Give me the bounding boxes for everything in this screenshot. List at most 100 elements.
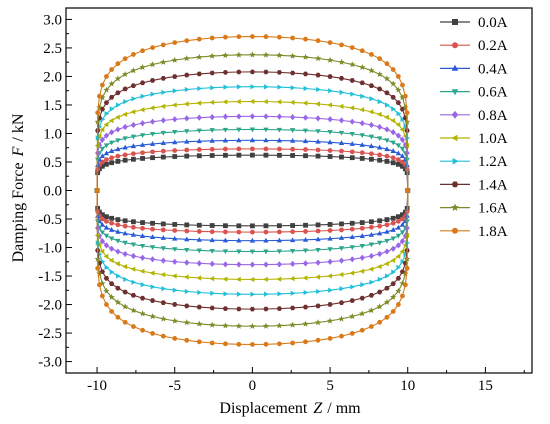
series-point-1.2A [150, 91, 156, 97]
series-point-1.4A [368, 293, 375, 298]
series-point-0.2A [209, 229, 215, 235]
series-point-1.2A [403, 124, 409, 130]
series-point-0.4A [359, 233, 365, 238]
y-tick-label: 2.5 [43, 41, 62, 57]
legend-label: 0.0A [478, 15, 508, 31]
series-point-0.2A [140, 225, 145, 231]
series-point-1.8A [315, 38, 321, 44]
legend-label: 0.4A [478, 61, 508, 77]
series-point-1.8A [223, 341, 228, 347]
series-point-1.2A [403, 251, 409, 257]
series-point-0.0A [115, 217, 121, 223]
series-point-0.6A [384, 238, 390, 244]
series-point-0.2A [315, 147, 321, 153]
series-point-0.4A [263, 137, 269, 143]
series-1.6A [93, 51, 411, 329]
series-point-0.2A [184, 228, 190, 234]
series-point-1.0A [183, 101, 189, 107]
series-point-0.0A [327, 154, 333, 159]
series-point-1.0A [130, 109, 136, 115]
series-point-1.4A [130, 83, 137, 88]
series-point-0.4A [160, 140, 166, 145]
x-tick-label: 10 [400, 378, 415, 394]
series-point-1.4A [184, 303, 190, 309]
series-point-1.8A [184, 38, 190, 44]
series-point-1.8A [223, 34, 228, 40]
series-point-0.4A [302, 236, 309, 242]
series-point-1.4A [249, 306, 256, 312]
series-point-0.8A [209, 260, 215, 268]
legend-label: 0.2A [478, 38, 508, 54]
series-point-0.2A [349, 149, 355, 155]
legend-entry-0.2A: 0.2A [440, 38, 508, 54]
series-point-0.2A [303, 147, 308, 152]
series-point-0.0A [172, 154, 178, 159]
series-point-0.4A [327, 235, 333, 241]
series-point-1.2A [303, 289, 309, 296]
series-point-1.0A [183, 274, 189, 280]
series-point-1.6A [395, 86, 402, 93]
series-point-1.0A [302, 100, 308, 106]
legend-label: 1.0A [478, 131, 508, 147]
series-point-0.8A [139, 120, 146, 127]
series-point-1.0A [289, 275, 295, 282]
series-point-0.8A [249, 261, 256, 268]
series-point-1.4A [338, 76, 345, 81]
series-point-0.6A [395, 233, 402, 239]
series-point-1.6A [171, 56, 178, 63]
series-point-0.8A [327, 116, 333, 123]
series-point-1.6A [160, 315, 167, 322]
series-point-1.6A [108, 293, 115, 300]
series-point-0.6A [149, 131, 156, 137]
series-point-1.6A [196, 320, 203, 327]
series-point-1.8A [290, 340, 296, 346]
series-point-0.2A [359, 150, 365, 156]
series-point-1.8A [140, 327, 145, 333]
series-0.2A [94, 146, 411, 235]
series-point-0.2A [104, 157, 109, 163]
series-point-0.0A [115, 158, 121, 164]
series-point-0.2A [377, 152, 383, 158]
series-point-0.6A [122, 240, 128, 246]
series-point-1.2A [377, 99, 383, 105]
series-point-1.6A [114, 75, 122, 82]
y-tick-label: -1.5 [38, 269, 62, 285]
y-tick-label: 2.0 [43, 69, 62, 85]
series-point-1.0A [376, 264, 382, 270]
series-point-1.2A [360, 282, 366, 288]
series-point-1.6A [376, 303, 383, 310]
series-point-1.4A [236, 306, 242, 312]
series-point-0.8A [108, 129, 115, 136]
series-point-1.2A [172, 88, 178, 94]
series-point-1.8A [263, 341, 269, 347]
plot-area [93, 34, 411, 347]
legend-marker [451, 134, 458, 142]
series-point-0.6A [249, 249, 256, 255]
series-point-0.4A [327, 139, 333, 145]
series-point-0.4A [115, 228, 121, 234]
series-point-1.2A [400, 116, 406, 123]
series-point-0.6A [289, 249, 296, 254]
series-point-0.2A [327, 228, 333, 233]
series-point-0.6A [399, 230, 406, 236]
series-point-1.2A [316, 86, 321, 93]
series-point-1.8A [196, 339, 202, 345]
series-point-1.6A [121, 70, 129, 78]
series-point-1.6A [99, 94, 106, 101]
series-point-0.8A [115, 248, 121, 255]
series-point-1.0A [171, 102, 177, 108]
series-point-0.8A [315, 115, 321, 122]
series-point-1.4A [395, 100, 402, 105]
series-point-0.8A [377, 123, 383, 131]
series-point-1.0A [235, 98, 241, 105]
series-point-1.2A [385, 273, 390, 279]
series-point-1.8A [404, 110, 410, 116]
series-point-0.6A [99, 146, 105, 152]
series-point-0.4A [315, 236, 321, 242]
series-point-1.2A [161, 89, 167, 95]
series-point-1.4A [115, 285, 121, 291]
series-point-0.0A [315, 222, 321, 228]
legend-entry-0.4A: 0.4A [440, 61, 508, 77]
series-point-1.6A [139, 310, 146, 317]
